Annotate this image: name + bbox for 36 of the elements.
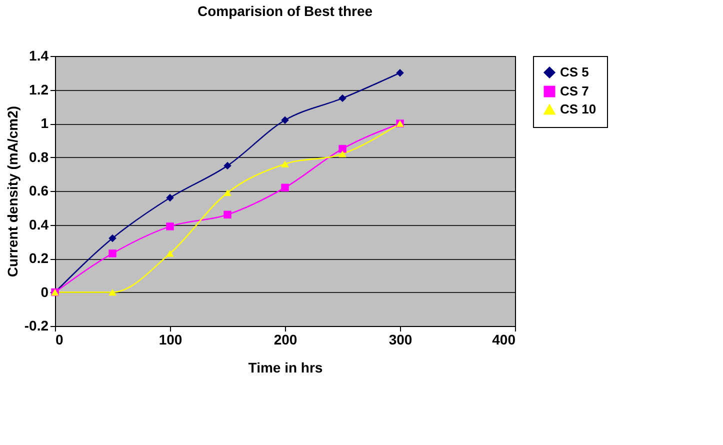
point [281,184,289,192]
point [224,162,232,170]
point [338,150,346,158]
point [166,250,174,257]
y-tick-label: -0.2 [24,318,49,334]
y-axis-title: Current density (mA/cm2) [4,106,20,278]
y-tick-label: 1.2 [29,81,49,98]
point [108,234,116,242]
y-tick-label: 0.2 [29,250,49,266]
y-tick-label: 0.4 [29,216,49,232]
point [281,116,289,124]
point [338,94,346,102]
y-tick-label: 0 [40,284,49,300]
point [166,222,174,230]
legend-label: CS 5 [560,64,589,80]
legend-label: CS 7 [560,84,589,98]
point [338,144,346,153]
point [224,210,232,218]
x-tick-label: 200 [274,332,298,348]
y-tick-label: 0.8 [29,148,49,165]
x-tick-label: 0 [56,332,64,348]
x-tick-label: 100 [158,332,182,348]
point [396,69,404,77]
y-tick-label: 0.6 [29,182,49,198]
y-tick-label: 1.4 [29,48,49,64]
x-axis-title: Time in hrs [248,360,323,376]
x-tick-label: 400 [492,332,516,348]
x-tick-label: 300 [388,332,412,348]
point [281,160,289,168]
point [108,250,116,258]
chart-title: Comparision of Best three [197,3,373,19]
point [166,194,174,202]
point [224,189,232,196]
point [108,288,116,296]
y-tick-label: 1 [40,115,49,131]
legend-label: CS 10 [560,102,596,116]
